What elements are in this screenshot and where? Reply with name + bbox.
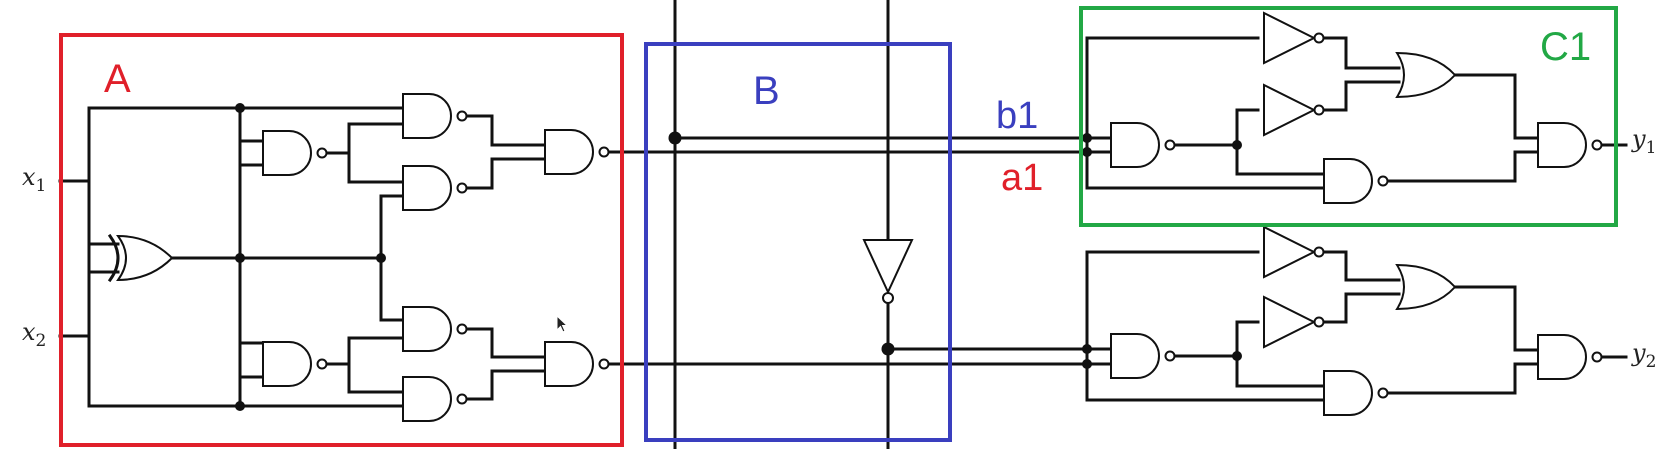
block-c1-label: C1 — [1540, 25, 1591, 69]
signal-a1-label: a1 — [1001, 157, 1043, 199]
output-y1-label: y1 — [1631, 125, 1656, 158]
not-gate — [1263, 296, 1325, 348]
signal-b1-label: b1 — [996, 95, 1038, 137]
nand-gate — [262, 341, 328, 387]
nand-gate — [1323, 370, 1389, 416]
nand-gate — [262, 130, 328, 176]
nand-gate — [1110, 122, 1176, 168]
nand-gate — [402, 93, 468, 139]
block-b-label: B — [753, 69, 780, 113]
block-a-label: A — [104, 57, 131, 101]
input-x2-label: x2 — [22, 318, 46, 351]
section-c1-wires — [1085, 36, 1628, 190]
nand-gate — [544, 341, 610, 387]
block-a-box — [59, 33, 624, 447]
or-gate — [1396, 264, 1456, 310]
nand-gate — [402, 376, 468, 422]
not-gate — [862, 239, 914, 304]
nand-gate — [402, 165, 468, 211]
block-b-box — [644, 42, 952, 442]
block-c1-box — [1079, 6, 1618, 227]
not-gate — [1263, 84, 1325, 136]
not-gate — [1263, 226, 1325, 278]
nand-gate — [1537, 122, 1603, 168]
or-gate — [1396, 52, 1456, 98]
nand-gate — [544, 129, 610, 175]
output-y2-label: y2 — [1631, 339, 1656, 372]
not-gate — [1263, 12, 1325, 64]
nand-gate — [1537, 334, 1603, 380]
nand-gate — [1323, 158, 1389, 204]
signal-wires — [607, 0, 1089, 449]
input-x1-label: x1 — [22, 163, 46, 196]
section-a-wires — [58, 106, 547, 408]
nand-gate — [402, 306, 468, 352]
mouse-pointer-icon — [556, 314, 569, 333]
nand-gate — [1110, 333, 1176, 379]
junction-dots — [235, 103, 1242, 411]
xor-gate — [107, 233, 174, 283]
